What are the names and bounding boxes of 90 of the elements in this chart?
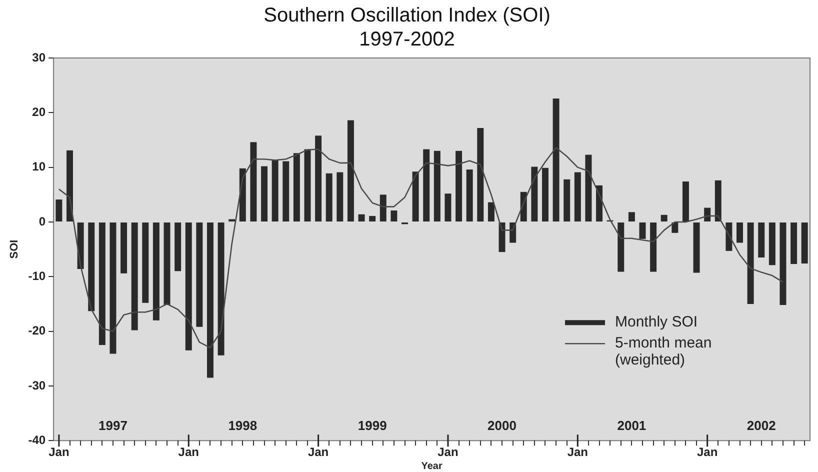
bar	[747, 222, 754, 304]
bar	[66, 150, 73, 222]
bar	[77, 222, 84, 269]
bar	[434, 150, 440, 222]
bar	[488, 202, 494, 222]
bar	[423, 149, 430, 222]
bar	[726, 222, 732, 251]
bar	[758, 222, 765, 258]
bar	[272, 160, 278, 222]
annotation: 2001	[617, 418, 646, 434]
bar	[660, 214, 668, 222]
y-tick-label: 0	[38, 214, 46, 228]
bar	[444, 194, 452, 222]
bar	[88, 222, 95, 312]
x-tick-label: Jan	[696, 445, 718, 460]
bar	[596, 185, 603, 222]
bar	[477, 128, 484, 222]
x-tick-label: Jan	[48, 445, 70, 460]
bar	[380, 194, 386, 222]
y-axis-title: SOI	[8, 240, 21, 259]
x-axis-title: Year	[421, 460, 442, 472]
x-tick-label: Jan	[178, 445, 199, 460]
bar	[315, 136, 322, 222]
bar	[542, 168, 548, 222]
annotation: 1998	[228, 418, 258, 434]
bar	[131, 222, 138, 330]
bar	[218, 222, 224, 356]
bar	[682, 182, 689, 222]
bar	[98, 222, 106, 345]
y-tick-label: -20	[28, 324, 46, 338]
bar	[780, 222, 786, 306]
bar	[672, 222, 678, 233]
bar	[369, 216, 376, 222]
bar	[56, 200, 62, 222]
bar	[650, 222, 657, 272]
bar	[768, 222, 776, 266]
annotation: 2002	[746, 418, 776, 434]
y-tick-label: -30	[28, 378, 46, 392]
bar	[293, 153, 300, 222]
bar	[412, 172, 419, 222]
bar	[174, 222, 182, 272]
bar	[304, 149, 311, 222]
bar	[142, 222, 149, 303]
bar	[261, 166, 268, 222]
y-tick-label: -10	[28, 268, 46, 283]
bar	[196, 222, 203, 327]
bar	[250, 142, 257, 222]
x-tick-label: Jan	[308, 445, 329, 460]
bar	[390, 210, 398, 222]
bar	[164, 222, 170, 306]
bar	[120, 222, 128, 274]
bar	[347, 120, 354, 222]
bar	[498, 222, 506, 252]
bar	[282, 161, 290, 222]
annotation: 1999	[358, 418, 387, 434]
bar	[358, 214, 365, 222]
bar	[714, 180, 722, 222]
x-tick-label: Jan	[567, 445, 588, 460]
bar	[564, 179, 570, 222]
bar	[110, 222, 116, 354]
bar	[206, 222, 214, 378]
bar	[466, 170, 473, 222]
x-tick-label: Jan	[438, 445, 458, 460]
bar	[736, 222, 743, 243]
bar	[585, 154, 592, 222]
bar	[693, 222, 700, 273]
bar	[326, 173, 332, 222]
y-tick-label: 10	[32, 160, 46, 174]
bar	[336, 172, 344, 222]
bar	[552, 98, 560, 222]
chart-subtitle: 1997-2002	[359, 28, 455, 51]
bar	[185, 222, 192, 350]
bar	[639, 222, 646, 239]
chart-title: Southern Oscillation Index (SOI)	[264, 4, 550, 27]
y-tick-label: 30	[32, 50, 46, 64]
annotation: 2000	[488, 418, 516, 434]
y-tick-label: 20	[32, 104, 46, 119]
bar	[152, 222, 160, 320]
bar	[801, 222, 808, 264]
y-tick-label: -40	[28, 432, 46, 447]
legend-label: 5-month mean (weighted)	[615, 334, 712, 369]
annotation: 1997	[98, 418, 128, 434]
bar	[531, 166, 538, 222]
bar	[618, 222, 624, 272]
legend-label: Monthly SOI	[615, 314, 698, 331]
bar	[704, 208, 711, 222]
bar	[574, 172, 581, 222]
bar	[456, 150, 462, 222]
bar	[628, 212, 635, 222]
bar	[790, 222, 798, 264]
